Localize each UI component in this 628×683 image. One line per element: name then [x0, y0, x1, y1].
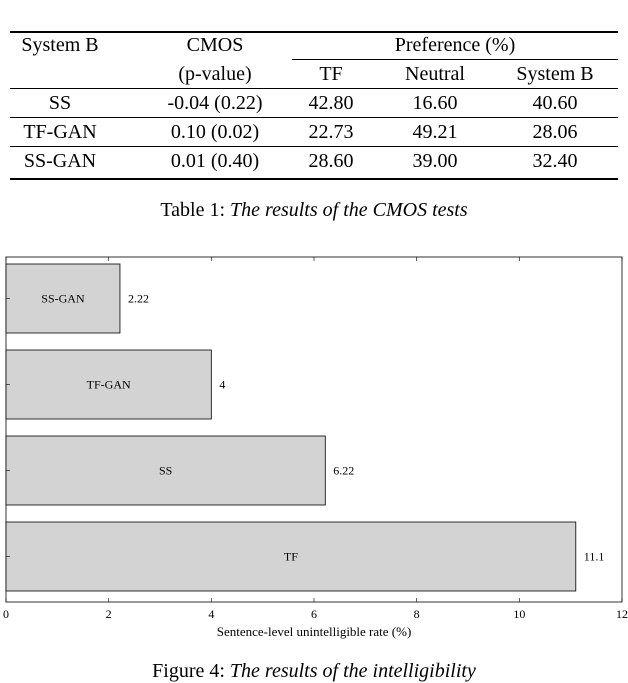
table-cell: 0.01 (0.40) [170, 150, 260, 172]
x-tick-label: 4 [208, 607, 214, 621]
x-tick-label: 2 [106, 607, 112, 621]
row-rule [10, 117, 618, 118]
row-label: SS-GAN [23, 150, 97, 172]
bar-label: SS [159, 464, 172, 478]
bar [5, 435, 326, 506]
row-rule [10, 146, 618, 147]
header-system-b: System B [21, 34, 99, 56]
table-cell: 40.60 [532, 92, 578, 114]
table-cell: 32.40 [532, 150, 578, 172]
x-axis-label: Sentence-level unintelligible rate (%) [217, 624, 412, 639]
header-cmos-sub: (p-value) [178, 63, 252, 85]
figure-caption-text: The results of the intelligibility [229, 660, 476, 682]
table-cell: 49.21 [412, 121, 458, 143]
bar-label: TF-GAN [87, 378, 131, 392]
header-system-b-pref: System B [516, 63, 594, 85]
table-caption: Table 1: The results of the CMOS tests [0, 199, 628, 222]
table-cell: 16.60 [412, 92, 458, 114]
table-cell: 0.10 (0.02) [170, 121, 260, 143]
row-label: TF-GAN [23, 121, 97, 143]
table-cell: 39.00 [412, 150, 458, 172]
bar-label: SS-GAN [41, 292, 85, 306]
bottom-rule [10, 178, 618, 180]
value-label: 4 [219, 378, 225, 392]
table-cell: 22.73 [308, 121, 354, 143]
x-tick-label: 12 [616, 607, 628, 621]
x-tick-label: 8 [414, 607, 420, 621]
header-preference: Preference (%) [394, 34, 516, 56]
table-cell: -0.04 (0.22) [167, 92, 263, 114]
table-cell: 28.06 [532, 121, 578, 143]
header-neutral: Neutral [405, 63, 465, 85]
header-rule [10, 88, 618, 89]
bar [5, 521, 577, 592]
value-label: 2.22 [128, 292, 149, 306]
bar-chart: SS-GAN 2.22 TF-GAN 4 SS 6.22 TF 11.1 0 2 4 6 8 10 12 Se… [3, 256, 628, 639]
table-cell: 42.80 [308, 92, 354, 114]
header-tf: TF [319, 63, 343, 85]
bar [5, 263, 121, 334]
figure-caption: Figure 4: The results of the intelligibi… [0, 660, 628, 683]
x-tick-label: 6 [311, 607, 317, 621]
x-tick-label: 10 [513, 607, 525, 621]
group-rule [292, 59, 618, 60]
x-tick-label: 0 [3, 607, 9, 621]
bar [5, 349, 212, 420]
table-cell: 28.60 [308, 150, 354, 172]
row-label: SS [48, 92, 72, 114]
header-cmos: CMOS [186, 34, 244, 56]
top-rule [10, 31, 618, 33]
value-label: 6.22 [333, 464, 354, 478]
caption-text: The results of the CMOS tests [230, 199, 468, 221]
caption-label: Table 1: [160, 199, 226, 221]
value-label: 11.1 [584, 550, 605, 564]
figure-caption-label: Figure 4: [152, 660, 225, 682]
bar-label: TF [284, 550, 298, 564]
